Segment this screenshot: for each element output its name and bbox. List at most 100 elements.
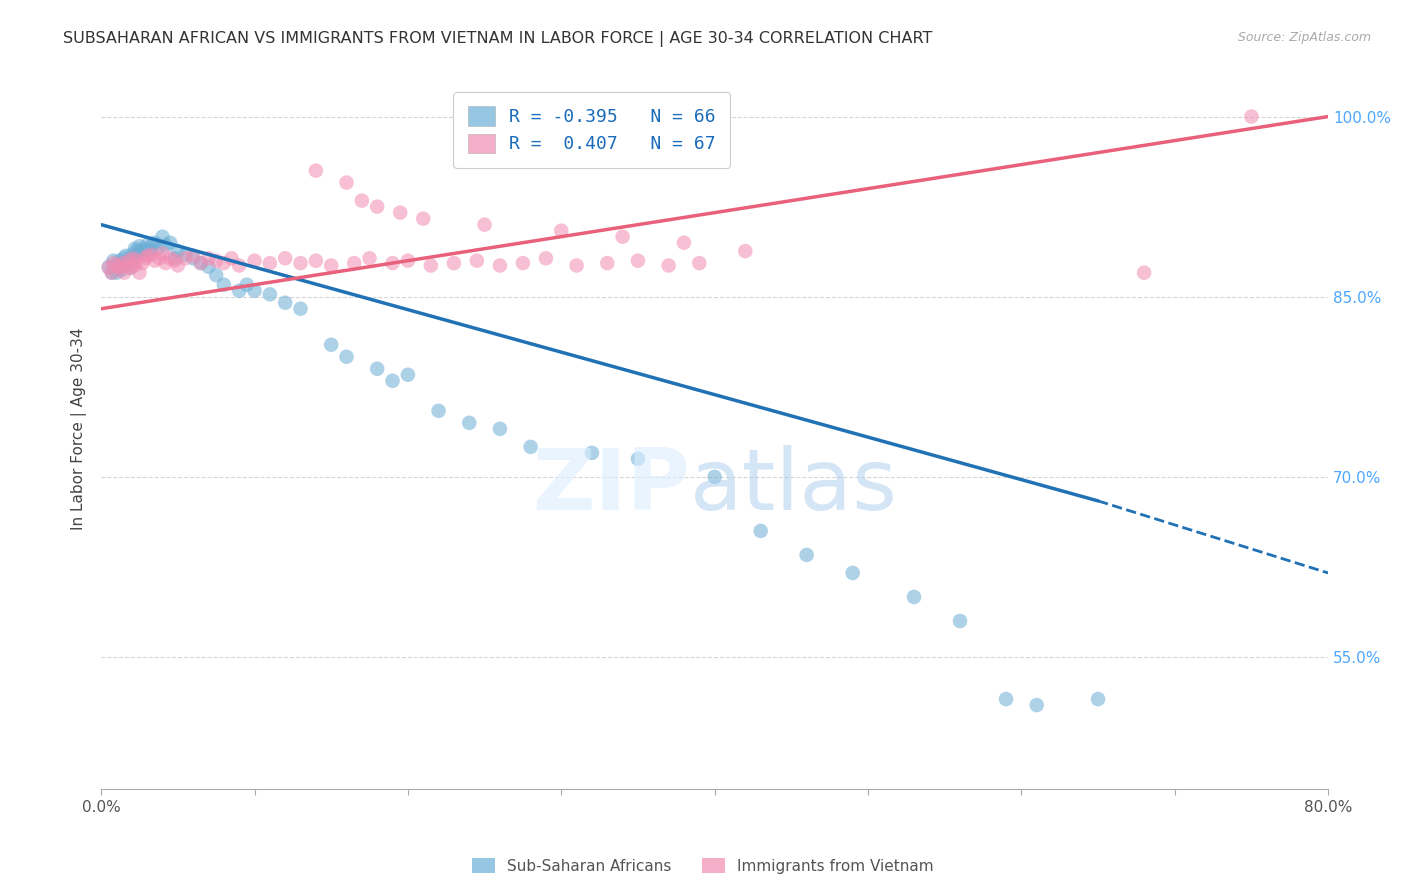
- Point: [131, 248, 153, 262]
- Point: [139, 244, 162, 258]
- Point: [111, 256, 134, 270]
- Point: [205, 253, 228, 268]
- Point: [159, 235, 181, 250]
- Text: Source: ZipAtlas.com: Source: ZipAtlas.com: [1237, 31, 1371, 45]
- Point: [121, 248, 143, 262]
- Point: [128, 239, 150, 253]
- Point: [148, 252, 170, 266]
- Point: [212, 277, 235, 292]
- Point: [166, 259, 188, 273]
- Text: SUBSAHARAN AFRICAN VS IMMIGRANTS FROM VIETNAM IN LABOR FORCE | AGE 30-34 CORRELA: SUBSAHARAN AFRICAN VS IMMIGRANTS FROM VI…: [63, 31, 932, 47]
- Point: [105, 260, 128, 274]
- Point: [749, 524, 772, 538]
- Point: [581, 446, 603, 460]
- Point: [796, 548, 818, 562]
- Point: [412, 211, 434, 226]
- Point: [274, 295, 297, 310]
- Point: [190, 256, 212, 270]
- Point: [115, 256, 138, 270]
- Point: [389, 205, 412, 219]
- Point: [1087, 692, 1109, 706]
- Point: [197, 260, 219, 274]
- Point: [141, 239, 163, 253]
- Point: [152, 246, 174, 260]
- Point: [141, 248, 163, 262]
- Text: atlas: atlas: [690, 445, 898, 528]
- Point: [465, 253, 488, 268]
- Legend: R = -0.395   N = 66, R =  0.407   N = 67: R = -0.395 N = 66, R = 0.407 N = 67: [453, 92, 731, 168]
- Point: [359, 252, 381, 266]
- Point: [672, 235, 695, 250]
- Point: [321, 338, 343, 352]
- Point: [949, 614, 972, 628]
- Point: [489, 259, 512, 273]
- Point: [131, 256, 153, 270]
- Point: [143, 235, 166, 250]
- Point: [419, 259, 441, 273]
- Point: [627, 253, 650, 268]
- Point: [108, 253, 131, 268]
- Point: [118, 253, 141, 268]
- Point: [1133, 266, 1156, 280]
- Point: [108, 260, 131, 275]
- Point: [190, 256, 212, 270]
- Point: [103, 256, 125, 270]
- Point: [703, 470, 725, 484]
- Point: [274, 252, 297, 266]
- Point: [166, 244, 188, 258]
- Point: [112, 252, 135, 266]
- Point: [290, 301, 312, 316]
- Point: [105, 259, 128, 273]
- Point: [114, 260, 136, 274]
- Point: [132, 242, 155, 256]
- Point: [903, 590, 925, 604]
- Point: [155, 256, 177, 270]
- Point: [163, 252, 186, 266]
- Point: [550, 224, 572, 238]
- Point: [136, 238, 159, 252]
- Point: [658, 259, 681, 273]
- Legend: Sub-Saharan Africans, Immigrants from Vietnam: Sub-Saharan Africans, Immigrants from Vi…: [465, 852, 941, 880]
- Point: [458, 416, 481, 430]
- Point: [128, 266, 150, 280]
- Point: [305, 253, 328, 268]
- Point: [596, 256, 619, 270]
- Point: [101, 266, 124, 280]
- Point: [243, 253, 266, 268]
- Point: [335, 350, 357, 364]
- Point: [97, 260, 120, 275]
- Point: [474, 218, 496, 232]
- Point: [143, 253, 166, 268]
- Point: [174, 252, 197, 266]
- Point: [366, 361, 388, 376]
- Point: [135, 252, 157, 266]
- Point: [489, 422, 512, 436]
- Point: [212, 256, 235, 270]
- Point: [228, 259, 250, 273]
- Point: [152, 229, 174, 244]
- Point: [205, 268, 228, 282]
- Point: [236, 277, 259, 292]
- Point: [120, 260, 142, 275]
- Point: [125, 244, 148, 258]
- Point: [305, 163, 328, 178]
- Point: [155, 238, 177, 252]
- Point: [124, 250, 146, 264]
- Point: [112, 259, 135, 273]
- Point: [1025, 698, 1047, 712]
- Point: [841, 566, 863, 580]
- Point: [111, 256, 134, 270]
- Point: [734, 244, 756, 258]
- Point: [97, 260, 120, 274]
- Point: [1240, 110, 1263, 124]
- Point: [114, 249, 136, 263]
- Point: [228, 284, 250, 298]
- Point: [101, 266, 124, 280]
- Point: [688, 256, 710, 270]
- Point: [350, 194, 373, 208]
- Point: [335, 176, 357, 190]
- Point: [396, 368, 419, 382]
- Point: [396, 253, 419, 268]
- Point: [105, 266, 128, 280]
- Point: [197, 252, 219, 266]
